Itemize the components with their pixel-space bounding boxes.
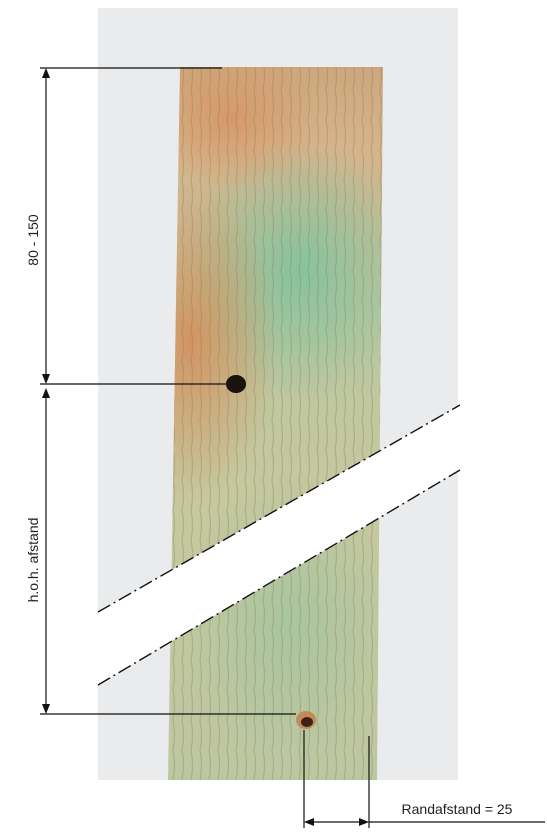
dimension-arrow-center-bottom [42, 704, 50, 714]
dimension-arrow-edge-left [304, 818, 314, 826]
break-line-lower [97, 469, 461, 686]
break-line-upper [97, 404, 461, 613]
upper-hole [226, 375, 246, 393]
wood-plank [168, 67, 383, 780]
dimension-arrow-center-top [42, 388, 50, 398]
dimension-edge [303, 730, 545, 828]
dimension-arrow-top [42, 68, 50, 78]
dimension-top [40, 67, 226, 385]
dimension-arrow-top-lower [42, 374, 50, 384]
dimension-center [40, 394, 296, 715]
edge-distance-label: Randafstand = 25 [402, 801, 513, 817]
wood-grain [168, 67, 383, 780]
center-distance-label: h.o.h. afstand [25, 518, 41, 603]
dimension-arrow-edge-right [359, 818, 369, 826]
break-band [98, 405, 460, 685]
top-distance-label: 80 - 150 [25, 214, 41, 266]
